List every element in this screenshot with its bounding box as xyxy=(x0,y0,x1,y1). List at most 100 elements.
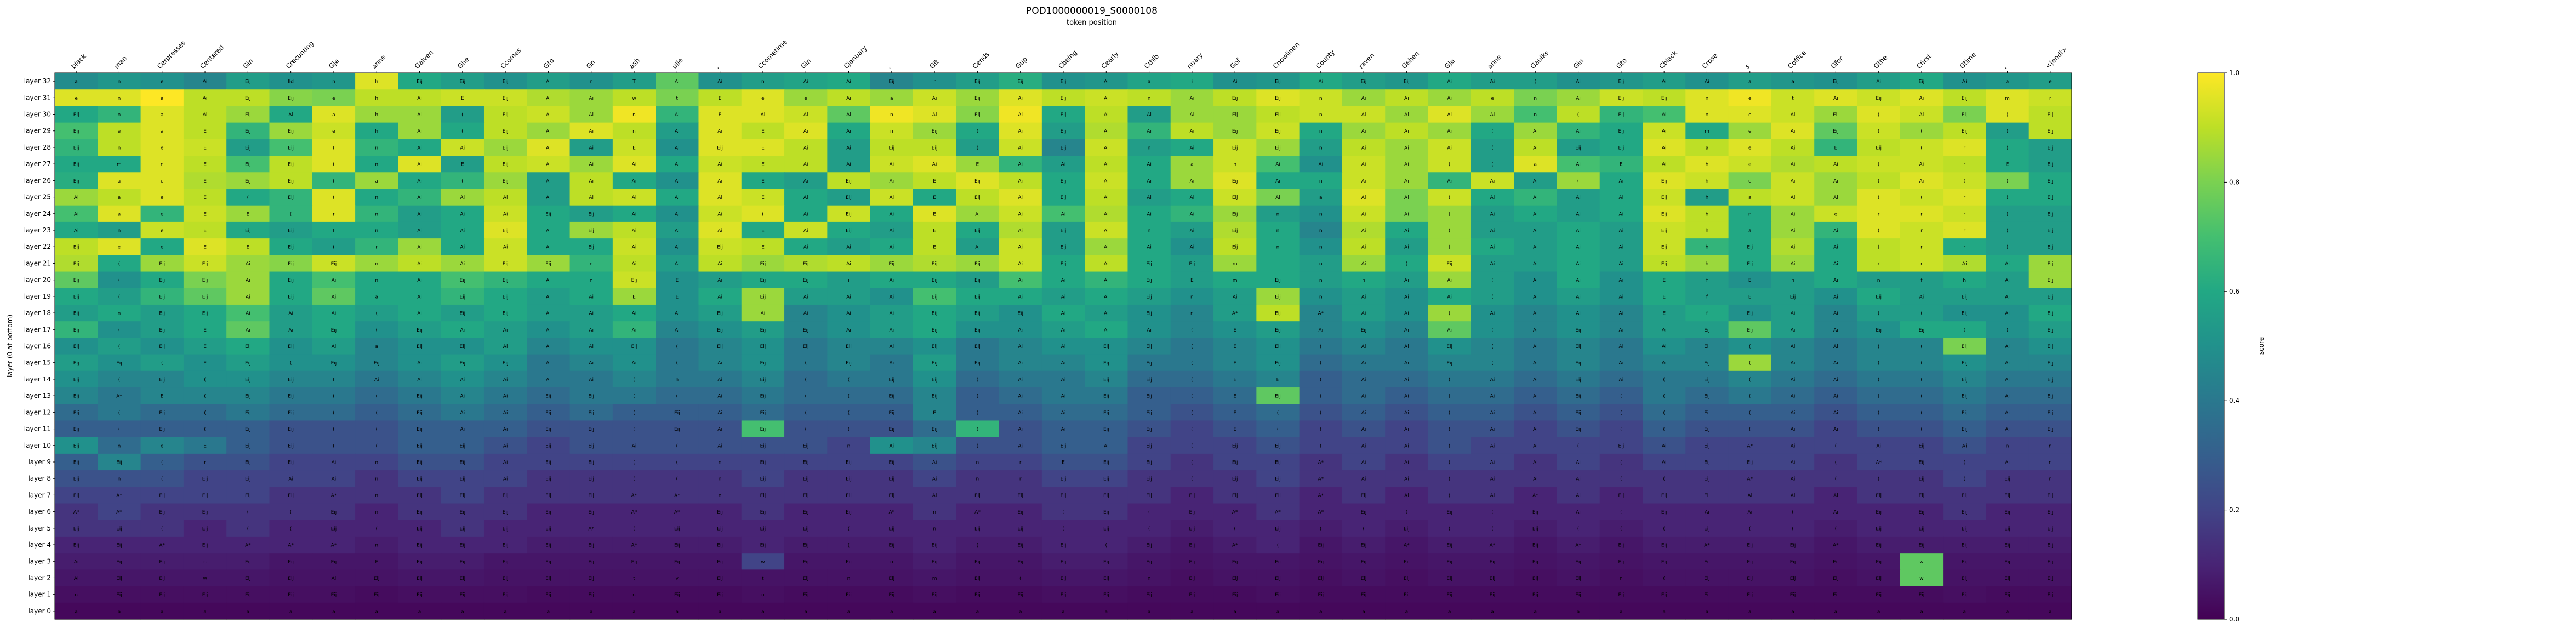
cell-label: Ai xyxy=(717,79,722,85)
cell-label: h xyxy=(1706,179,1709,184)
cell-label: Eij xyxy=(1790,560,1796,565)
cell-label: Eij xyxy=(1446,543,1452,549)
heatmap-cell xyxy=(827,73,871,90)
heatmap-cell xyxy=(827,453,871,471)
cell-label: Ai xyxy=(1833,162,1838,168)
heatmap-cell xyxy=(1943,139,1987,156)
heatmap-cell xyxy=(741,122,785,140)
heatmap-cell xyxy=(55,437,98,454)
heatmap-cell xyxy=(1041,271,1085,289)
cell-label: Ai xyxy=(332,278,337,283)
cell-label: ( xyxy=(848,543,850,549)
cell-label: E xyxy=(203,162,207,168)
cell-label: Eij xyxy=(545,261,551,267)
heatmap-cell xyxy=(398,503,442,521)
cell-label: n xyxy=(375,162,378,168)
heatmap-cell xyxy=(527,487,571,504)
heatmap-cell xyxy=(1986,304,2030,322)
cell-label: Eij xyxy=(932,560,938,565)
cell-label: Eij xyxy=(503,96,509,101)
cell-label: Eij xyxy=(1833,129,1839,134)
heatmap-cell xyxy=(656,470,699,487)
cell-label: Ai xyxy=(675,229,680,234)
cell-label: Eij xyxy=(2004,477,2010,482)
heatmap-cell xyxy=(527,89,571,107)
heatmap-cell xyxy=(913,321,956,338)
cell-label: ( xyxy=(1577,112,1580,118)
cell-label: e xyxy=(1491,96,1494,101)
heatmap-cell xyxy=(355,487,398,504)
heatmap-cell xyxy=(355,139,398,156)
cell-label: Eij xyxy=(331,526,337,532)
cell-label: Ai xyxy=(1662,328,1667,333)
heatmap-cell xyxy=(1643,172,1686,190)
cell-label: Eij xyxy=(803,560,809,565)
cell-label: A* xyxy=(1575,543,1581,549)
cell-label: E xyxy=(203,129,207,134)
heatmap-cell xyxy=(1857,205,1901,223)
heatmap-cell xyxy=(1643,437,1686,454)
cell-label: Eij xyxy=(159,377,165,383)
cell-label: Ai xyxy=(1233,79,1238,85)
cell-label: Ai xyxy=(417,145,422,151)
cell-label: Ai xyxy=(889,212,894,217)
cell-label: ( xyxy=(1878,245,1880,250)
cell-label: Ai xyxy=(1404,145,1409,151)
heatmap-cell xyxy=(612,189,656,206)
heatmap-cell xyxy=(140,370,184,388)
cell-label: Eij xyxy=(159,294,165,300)
heatmap-cell xyxy=(1342,139,1386,156)
cell-label: Eij xyxy=(1661,543,1667,549)
cell-label: Eij xyxy=(1747,592,1753,598)
cell-label: Ai xyxy=(503,377,508,383)
cell-label: Eij xyxy=(459,311,465,317)
heatmap-cell xyxy=(1471,106,1514,123)
cell-label: Ai xyxy=(417,377,422,383)
heatmap-cell xyxy=(355,238,398,255)
heatmap-cell xyxy=(441,420,485,438)
cell-label: ( xyxy=(1320,344,1322,350)
cell-label: Eij xyxy=(417,443,423,449)
heatmap-cell xyxy=(612,437,656,454)
heatmap-cell xyxy=(2028,420,2072,438)
cell-label: n xyxy=(632,129,636,134)
cell-label: Eij xyxy=(503,592,509,598)
cell-label: Ai xyxy=(503,245,508,250)
heatmap-cell xyxy=(1557,255,1600,272)
cell-label: Ai xyxy=(1147,162,1152,168)
heatmap-cell xyxy=(312,321,356,338)
cell-label: Ai xyxy=(1061,278,1066,283)
cell-label: h xyxy=(1706,261,1709,267)
heatmap-cell xyxy=(55,420,98,438)
x-tick-label: Galven xyxy=(413,48,435,70)
cell-label: Ai xyxy=(1104,278,1109,283)
cell-label: ( xyxy=(118,294,121,300)
heatmap-cell xyxy=(870,437,914,454)
heatmap-cell xyxy=(1857,470,1901,487)
cell-label: Eij xyxy=(73,344,79,350)
cell-label: ( xyxy=(633,394,635,400)
heatmap-cell xyxy=(1900,288,1944,305)
cell-label: Ai xyxy=(675,328,680,333)
heatmap-cell xyxy=(1685,106,1729,123)
cell-label: Eij xyxy=(288,245,294,250)
heatmap-cell xyxy=(612,487,656,504)
heatmap-cell xyxy=(569,470,613,487)
cell-label: Eij xyxy=(1232,129,1238,134)
heatmap-cell xyxy=(441,370,485,388)
heatmap-cell xyxy=(1943,304,1987,322)
cell-label: a xyxy=(1748,609,1752,614)
cell-label: Eij xyxy=(1618,493,1625,499)
cell-label: E xyxy=(1662,294,1666,300)
cell-label: Eij xyxy=(1189,510,1195,515)
heatmap-cell xyxy=(1643,238,1686,255)
heatmap-cell xyxy=(98,106,141,123)
heatmap-cell xyxy=(398,470,442,487)
cell-label: Ai xyxy=(1619,229,1624,234)
heatmap-cell xyxy=(1471,189,1514,206)
cell-label: Ai xyxy=(74,576,79,581)
cell-label: ( xyxy=(805,361,807,366)
cell-label: n xyxy=(632,112,636,118)
cell-label: Eij xyxy=(803,460,809,465)
cell-label: Ai xyxy=(1533,394,1538,400)
